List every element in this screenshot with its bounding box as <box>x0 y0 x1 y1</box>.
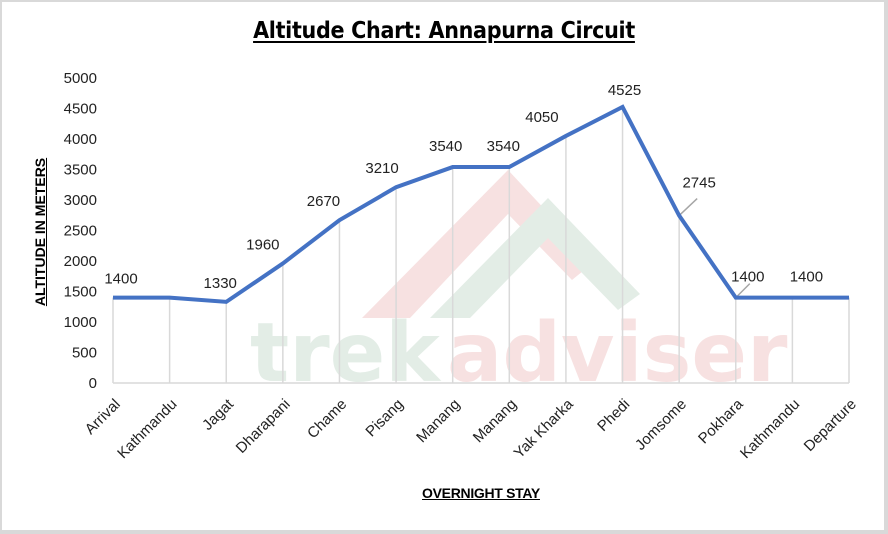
x-tick-label: Manang <box>470 396 520 446</box>
data-label: 3540 <box>487 138 520 155</box>
chart-title: Altitude Chart: Annapurna Circuit <box>253 18 635 44</box>
y-tick-label: 5000 <box>64 70 97 87</box>
x-tick-label: Jagat <box>199 395 238 434</box>
y-tick-label: 3000 <box>64 192 97 209</box>
x-tick-label: Yak Kharka <box>511 395 578 462</box>
data-label: 1960 <box>246 236 279 253</box>
y-tick-label: 4000 <box>64 131 97 148</box>
data-label: 1400 <box>731 269 764 286</box>
svg-text:adviser: adviser <box>447 306 788 401</box>
gridlines <box>112 106 850 383</box>
x-tick-label: Jomsome <box>632 396 690 454</box>
x-tick-label: Arrival <box>82 396 124 438</box>
x-tick-label: Phedi <box>594 396 633 435</box>
data-labels: 1400 1330 1960 2670 3210 3540 3540 4050 4525 2745… <box>104 82 823 292</box>
data-label: 4525 <box>608 82 641 99</box>
y-tick-label: 4500 <box>64 101 97 118</box>
data-label: 1400 <box>104 271 137 288</box>
x-tick-label: Manang <box>413 396 463 446</box>
y-tick-label: 3500 <box>64 162 97 179</box>
data-label: 1400 <box>790 269 823 286</box>
y-tick-label: 1500 <box>64 284 97 301</box>
x-tick-label: Departure <box>801 396 860 455</box>
data-label: 2670 <box>307 193 340 210</box>
data-label: 2745 <box>682 175 715 192</box>
y-tick-label: 2000 <box>64 253 97 270</box>
watermark: trek adviser <box>250 170 788 401</box>
y-axis-label: ALTITUDE IN METERS <box>32 157 48 307</box>
svg-text:trek: trek <box>250 306 442 401</box>
x-tick-label: Dharapani <box>233 396 294 457</box>
data-label: 1330 <box>204 275 237 292</box>
data-label: 4050 <box>525 109 558 126</box>
x-tick-label: Pisang <box>362 396 406 440</box>
y-tick-label: 2500 <box>64 223 97 240</box>
x-axis-label: OVERNIGHT STAY <box>422 485 540 501</box>
data-label: 3540 <box>429 138 462 155</box>
x-tick-label: Kathmandu <box>737 396 803 462</box>
data-label: 3210 <box>365 160 398 177</box>
x-tick-label: Kathmandu <box>114 396 180 462</box>
altitude-series-line <box>113 104 849 304</box>
y-tick-label: 1000 <box>64 314 97 331</box>
y-tick-label: 500 <box>72 345 97 362</box>
leader-line <box>735 283 751 299</box>
x-tick-label: Chame <box>304 396 350 442</box>
y-axis-ticks: 0 500 1000 1500 2000 2500 3000 3500 4000 4500 5000 <box>64 70 97 392</box>
x-tick-label: Pokhara <box>695 395 747 447</box>
y-tick-label: 0 <box>89 375 97 392</box>
leader-line <box>678 198 698 217</box>
